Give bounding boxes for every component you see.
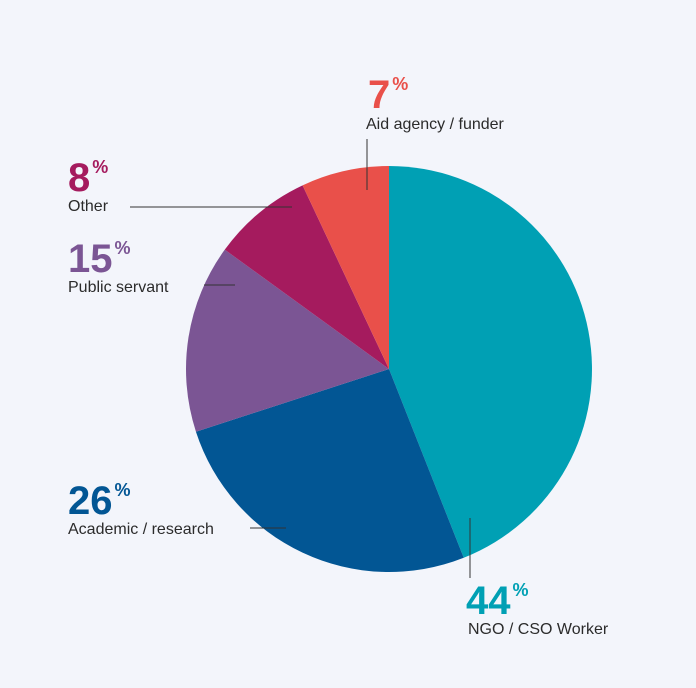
pie-slices <box>186 166 592 572</box>
percent-value: 44 <box>466 579 511 623</box>
percent-sign: % <box>115 480 131 500</box>
percent-sign: % <box>392 74 408 94</box>
percent-value: 15 <box>68 237 113 281</box>
percent-value: 8 <box>68 156 90 200</box>
percent-sign: % <box>115 238 131 258</box>
percent-value: 26 <box>68 479 113 523</box>
pie-slice-aid-agency-funder <box>302 166 389 369</box>
percent-label-public-servant: 15% <box>68 237 131 281</box>
category-label-academic-research: Academic / research <box>68 521 214 538</box>
category-label-ngo-cso-worker: NGO / CSO Worker <box>468 621 609 638</box>
pie-slice-other <box>224 185 389 369</box>
category-label-aid-agency-funder: Aid agency / funder <box>366 116 505 133</box>
category-label-other: Other <box>68 198 109 215</box>
percent-sign: % <box>513 580 529 600</box>
category-label-public-servant: Public servant <box>68 279 169 296</box>
percent-value: 7 <box>368 73 390 117</box>
pie-slice-academic-research <box>195 369 464 572</box>
pie-slice-ngo-cso-worker <box>389 166 592 558</box>
percent-label-other: 8% <box>68 156 108 200</box>
percent-label-academic-research: 26% <box>68 479 131 523</box>
leader-lines <box>130 139 471 578</box>
percent-sign: % <box>92 157 108 177</box>
percent-label-aid-agency-funder: 7% <box>368 73 408 117</box>
pie-slice-public-servant <box>186 249 389 432</box>
percent-label-ngo-cso-worker: 44% <box>466 579 529 623</box>
